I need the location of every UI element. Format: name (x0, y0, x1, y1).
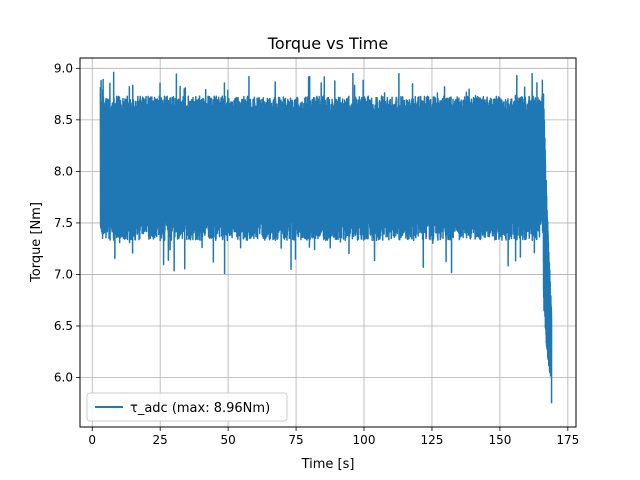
y-tick-label: 7.5 (54, 216, 73, 230)
tick-layer: 0 25 50 75 100 125 150 175 6.0 6.5 7.0 7.5 8.0 8.5 9.0 (54, 61, 579, 447)
legend-box (86, 392, 288, 422)
x-tick-label: 0 (88, 433, 96, 447)
legend: τ_adc (max: 8.96Nm) (86, 392, 288, 422)
y-axis-label: Torque [Nm] (29, 202, 44, 283)
x-tick-label: 125 (421, 433, 444, 447)
chart-title: Torque vs Time (267, 34, 388, 53)
y-tick-label: 8.5 (54, 113, 73, 127)
y-tick-label: 6.5 (54, 319, 73, 333)
x-tick-label: 75 (288, 433, 303, 447)
x-tick-label: 50 (220, 433, 235, 447)
plot-frame (79, 57, 577, 428)
x-axis-label: Time [s] (301, 457, 355, 472)
x-tick-label: 175 (556, 433, 579, 447)
x-tick-label: 150 (488, 433, 511, 447)
y-tick-label: 8.0 (54, 164, 73, 178)
data-layer (99, 71, 553, 404)
legend-label: τ_adc (max: 8.96Nm) (130, 401, 270, 416)
y-tick-label: 6.0 (54, 371, 73, 385)
y-tick-label: 9.0 (54, 61, 73, 75)
x-tick-label: 25 (153, 433, 168, 447)
series-line-tau-adc (99, 71, 553, 404)
y-tick-label: 7.0 (54, 267, 73, 281)
x-tick-label: 100 (353, 433, 376, 447)
